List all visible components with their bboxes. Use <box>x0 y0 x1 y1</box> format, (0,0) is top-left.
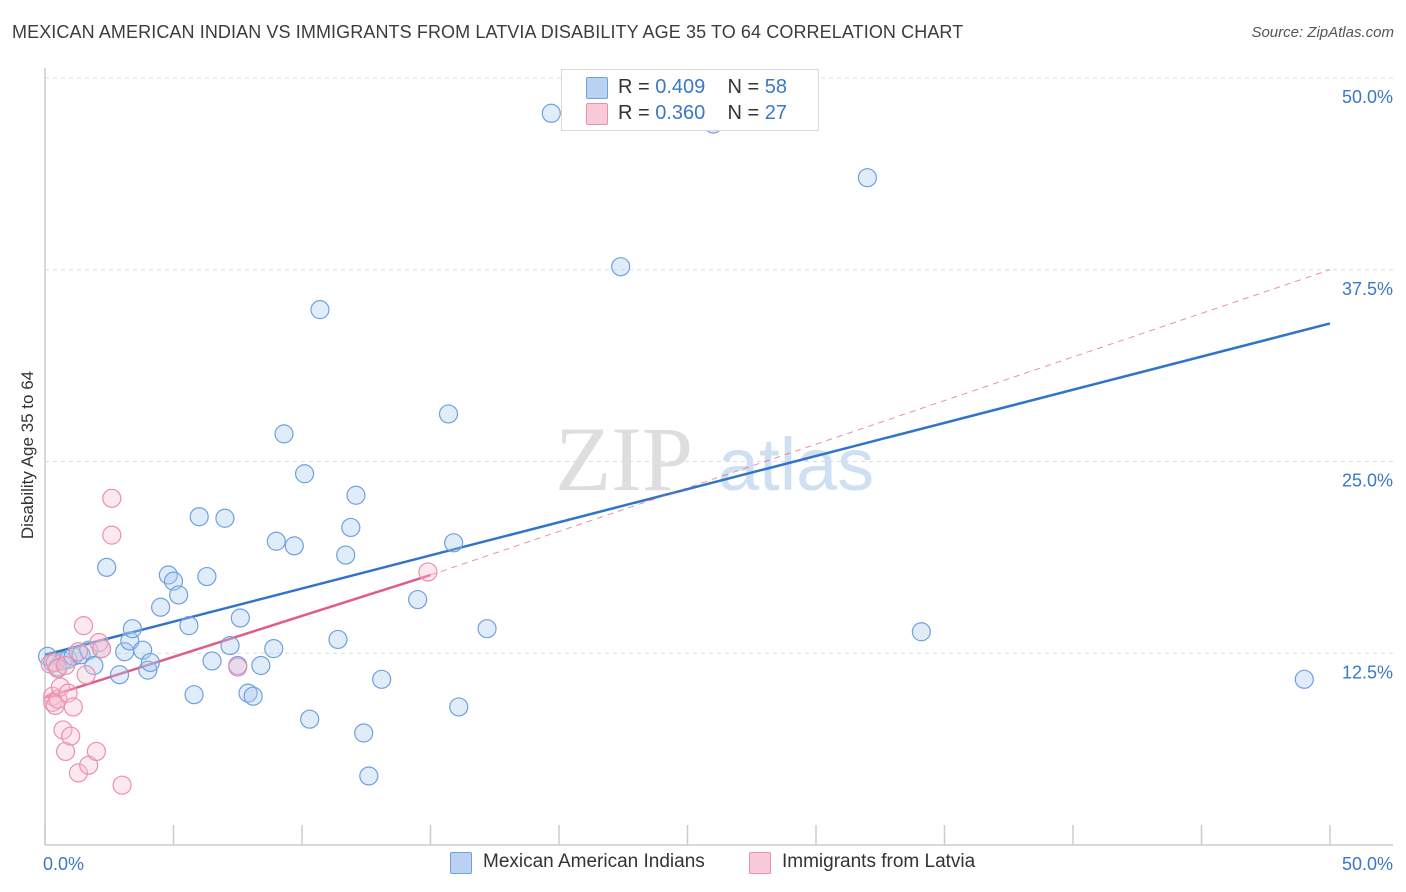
point-immigrants-latvia <box>228 657 248 677</box>
point-immigrants-latvia <box>73 616 94 636</box>
watermark-atlas: atlas <box>718 423 874 506</box>
chart-source: Source: ZipAtlas.com <box>1251 24 1394 41</box>
trend-line-latvia <box>44 573 431 699</box>
point-mexican-american-indians <box>336 545 356 565</box>
point-immigrants-latvia <box>68 642 89 662</box>
legend-stats-mexican: R = 0.409 N = 58 <box>618 76 788 98</box>
y-tick-label: 12.5% <box>1342 662 1393 682</box>
point-mexican-american-indians <box>857 168 878 188</box>
point-mexican-american-indians <box>1294 669 1314 689</box>
point-mexican-american-indians <box>140 652 160 673</box>
point-immigrants-latvia <box>55 741 76 762</box>
trend-line-mexican <box>44 322 1331 656</box>
point-mexican-american-indians <box>97 557 117 577</box>
series-legend-label-mexican: Mexican American Indians <box>483 851 705 872</box>
point-mexican-american-indians <box>611 257 631 277</box>
point-mexican-american-indians <box>133 640 153 660</box>
series-legend-swatch-mexican <box>450 852 472 874</box>
point-mexican-american-indians <box>202 651 222 671</box>
point-mexican-american-indians <box>354 723 374 743</box>
point-mexican-american-indians <box>179 616 199 636</box>
point-mexican-american-indians <box>251 655 271 676</box>
point-immigrants-latvia <box>102 525 122 545</box>
point-immigrants-latvia <box>61 726 81 746</box>
label-layer: 12.5% 25.0% 37.5% 50.0% 0.0% 50.0% <box>43 87 1393 874</box>
point-immigrants-latvia <box>86 741 107 762</box>
y-tick-label: 25.0% <box>1342 471 1393 491</box>
point-immigrants-latvia <box>112 775 132 795</box>
point-mexican-american-indians <box>359 766 379 786</box>
point-mexican-american-indians <box>274 424 294 444</box>
point-mexican-american-indians <box>138 660 158 680</box>
watermark: ZIP <box>555 408 693 510</box>
point-mexican-american-indians <box>449 697 469 717</box>
legend-swatch-mexican <box>586 77 608 99</box>
point-mexican-american-indians <box>477 619 497 639</box>
point-immigrants-latvia <box>53 720 73 740</box>
x-tick-label: 50.0% <box>1342 854 1393 874</box>
point-immigrants-latvia <box>102 488 122 508</box>
point-mexican-american-indians <box>328 629 348 650</box>
point-immigrants-latvia <box>418 562 438 582</box>
point-mexican-american-indians <box>541 103 561 123</box>
point-immigrants-latvia <box>50 677 71 697</box>
grid-layer <box>45 77 1393 654</box>
y-axis-title: Disability Age 35 to 64 <box>18 371 37 539</box>
series-legend-label-latvia: Immigrants from Latvia <box>782 851 976 872</box>
point-mexican-american-indians <box>151 597 171 617</box>
series-legend-swatch-latvia <box>749 852 771 874</box>
point-mexican-american-indians <box>230 608 250 628</box>
point-immigrants-latvia <box>63 697 83 717</box>
point-mexican-american-indians <box>438 404 459 424</box>
point-mexican-american-indians <box>284 536 304 556</box>
point-mexican-american-indians <box>238 683 258 703</box>
chart-title: MEXICAN AMERICAN INDIAN VS IMMIGRANTS FR… <box>12 22 964 42</box>
point-mexican-american-indians <box>215 508 235 528</box>
point-mexican-american-indians <box>372 669 392 689</box>
y-tick-label: 50.0% <box>1342 87 1393 107</box>
point-immigrants-latvia <box>68 763 89 783</box>
point-mexican-american-indians <box>341 517 361 538</box>
point-mexican-american-indians <box>169 585 189 605</box>
point-mexican-american-indians <box>300 709 320 729</box>
point-mexican-american-indians <box>184 685 204 705</box>
point-mexican-american-indians <box>243 686 263 706</box>
point-layer <box>37 103 1314 795</box>
point-mexican-american-indians <box>444 533 464 553</box>
point-mexican-american-indians <box>266 531 286 551</box>
legend-swatch-latvia <box>586 103 608 125</box>
trend-layer <box>44 269 1331 699</box>
correlation-legend: R = 0.409 N = 58 R = 0.360 N = 27 <box>561 69 819 131</box>
point-mexican-american-indians <box>346 485 366 505</box>
point-mexican-american-indians <box>911 622 931 642</box>
point-mexican-american-indians <box>122 619 142 639</box>
point-mexican-american-indians <box>264 639 284 659</box>
point-mexican-american-indians <box>220 635 240 656</box>
point-mexican-american-indians <box>189 507 209 527</box>
y-tick-label: 37.5% <box>1342 279 1393 299</box>
point-immigrants-latvia <box>43 692 63 712</box>
trend-extension-latvia <box>430 269 1331 576</box>
point-mexican-american-indians <box>408 589 428 610</box>
point-immigrants-latvia <box>91 639 112 659</box>
point-mexican-american-indians <box>158 565 178 585</box>
point-immigrants-latvia <box>55 655 76 676</box>
axis-layer <box>44 68 1393 846</box>
legend-stats-latvia: R = 0.360 N = 27 <box>618 102 788 124</box>
point-immigrants-latvia <box>76 665 96 685</box>
point-immigrants-latvia <box>48 658 68 679</box>
point-mexican-american-indians <box>294 464 315 484</box>
x-tick-label: 0.0% <box>43 854 84 874</box>
point-mexican-american-indians <box>310 300 330 320</box>
point-mexican-american-indians <box>109 665 130 685</box>
point-mexican-american-indians <box>197 566 217 587</box>
point-immigrants-latvia <box>48 689 68 709</box>
